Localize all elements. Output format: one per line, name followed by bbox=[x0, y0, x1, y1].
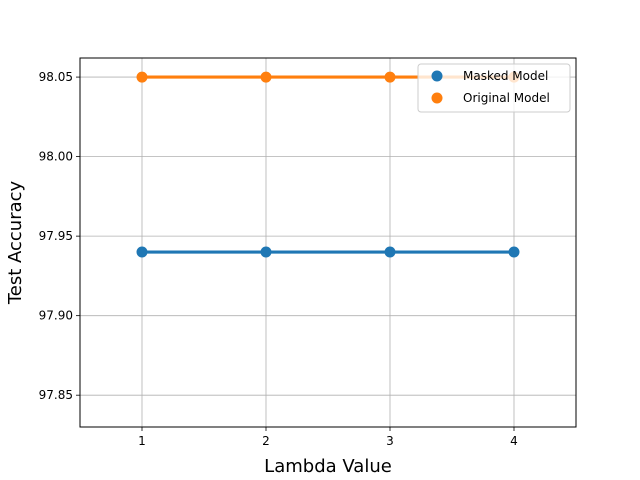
x-tick-label: 4 bbox=[510, 434, 518, 448]
axis-ticks: 1 2 3 4 97.85 97.90 97.95 98.00 98.05 bbox=[39, 70, 518, 448]
plot-frame bbox=[79, 57, 577, 428]
legend: Masked Model Original Model bbox=[417, 63, 571, 113]
legend-marker bbox=[431, 70, 443, 82]
x-axis-label: Lambda Value bbox=[264, 456, 392, 477]
legend-marker bbox=[431, 92, 443, 104]
y-tick-label: 98.05 bbox=[39, 70, 73, 84]
y-tick-label: 97.90 bbox=[39, 309, 73, 323]
data-point-original-model bbox=[384, 71, 396, 83]
y-tick-label: 97.85 bbox=[39, 388, 73, 402]
legend-label: Masked Model bbox=[463, 69, 548, 83]
data-point-masked-model bbox=[136, 246, 148, 258]
y-tick-label: 98.00 bbox=[39, 150, 73, 164]
data-point-original-model bbox=[260, 71, 272, 83]
series-masked-model bbox=[136, 246, 520, 258]
y-axis-label: Test Accuracy bbox=[5, 180, 26, 305]
series-layer bbox=[136, 71, 520, 258]
x-tick-label: 1 bbox=[138, 434, 146, 448]
x-tick-label: 3 bbox=[386, 434, 394, 448]
legend-item-masked-model: Masked Model bbox=[431, 69, 548, 83]
data-point-original-model bbox=[136, 71, 148, 83]
x-tick-label: 2 bbox=[262, 434, 270, 448]
legend-box bbox=[417, 63, 571, 113]
legend-item-original-model: Original Model bbox=[431, 91, 550, 105]
data-point-masked-model bbox=[508, 246, 520, 258]
data-point-masked-model bbox=[260, 246, 272, 258]
data-point-masked-model bbox=[384, 246, 396, 258]
y-tick-label: 97.95 bbox=[39, 229, 73, 243]
legend-label: Original Model bbox=[463, 91, 550, 105]
